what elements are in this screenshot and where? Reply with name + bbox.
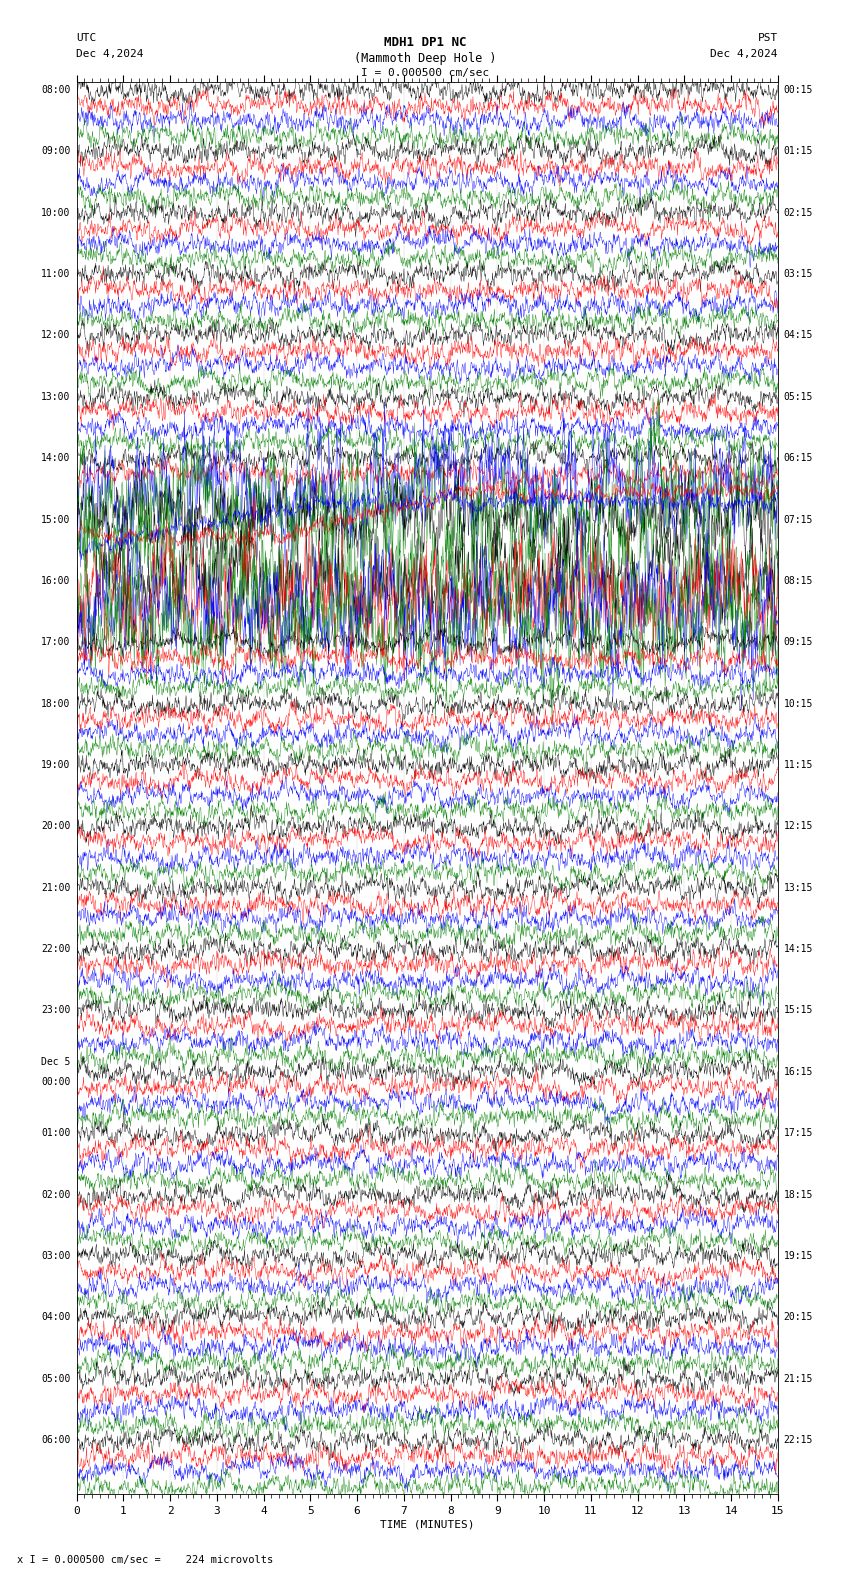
Text: 00:15: 00:15 bbox=[784, 86, 813, 95]
Text: 16:00: 16:00 bbox=[41, 577, 71, 586]
Text: 13:15: 13:15 bbox=[784, 882, 813, 893]
Text: 06:00: 06:00 bbox=[41, 1435, 71, 1445]
Text: 19:15: 19:15 bbox=[784, 1251, 813, 1261]
Text: 03:00: 03:00 bbox=[41, 1251, 71, 1261]
Text: 17:00: 17:00 bbox=[41, 637, 71, 648]
Text: 20:00: 20:00 bbox=[41, 822, 71, 832]
Text: 10:00: 10:00 bbox=[41, 208, 71, 217]
Text: MDH1 DP1 NC: MDH1 DP1 NC bbox=[383, 36, 467, 49]
Text: 05:15: 05:15 bbox=[784, 391, 813, 402]
Text: Dec 5: Dec 5 bbox=[41, 1057, 71, 1068]
Text: Dec 4,2024: Dec 4,2024 bbox=[76, 49, 144, 59]
Text: 02:00: 02:00 bbox=[41, 1190, 71, 1199]
Text: 11:00: 11:00 bbox=[41, 269, 71, 279]
Text: 05:00: 05:00 bbox=[41, 1373, 71, 1384]
Text: 21:15: 21:15 bbox=[784, 1373, 813, 1384]
Text: 09:00: 09:00 bbox=[41, 146, 71, 157]
Text: 12:15: 12:15 bbox=[784, 822, 813, 832]
Text: 02:15: 02:15 bbox=[784, 208, 813, 217]
Text: 21:00: 21:00 bbox=[41, 882, 71, 893]
Text: 14:00: 14:00 bbox=[41, 453, 71, 463]
Text: 08:15: 08:15 bbox=[784, 577, 813, 586]
Text: 18:00: 18:00 bbox=[41, 699, 71, 708]
X-axis label: TIME (MINUTES): TIME (MINUTES) bbox=[380, 1519, 474, 1530]
Text: x I = 0.000500 cm/sec =    224 microvolts: x I = 0.000500 cm/sec = 224 microvolts bbox=[17, 1555, 273, 1565]
Text: 22:15: 22:15 bbox=[784, 1435, 813, 1445]
Text: 22:00: 22:00 bbox=[41, 944, 71, 954]
Text: 13:00: 13:00 bbox=[41, 391, 71, 402]
Text: 19:00: 19:00 bbox=[41, 760, 71, 770]
Text: 04:15: 04:15 bbox=[784, 331, 813, 341]
Text: Dec 4,2024: Dec 4,2024 bbox=[711, 49, 778, 59]
Text: 06:15: 06:15 bbox=[784, 453, 813, 463]
Text: 17:15: 17:15 bbox=[784, 1128, 813, 1139]
Text: 04:00: 04:00 bbox=[41, 1312, 71, 1323]
Text: 01:00: 01:00 bbox=[41, 1128, 71, 1139]
Text: I = 0.000500 cm/sec: I = 0.000500 cm/sec bbox=[361, 68, 489, 78]
Text: 08:00: 08:00 bbox=[41, 86, 71, 95]
Text: (Mammoth Deep Hole ): (Mammoth Deep Hole ) bbox=[354, 52, 496, 65]
Text: 14:15: 14:15 bbox=[784, 944, 813, 954]
Text: 11:15: 11:15 bbox=[784, 760, 813, 770]
Text: PST: PST bbox=[757, 33, 778, 43]
Text: 18:15: 18:15 bbox=[784, 1190, 813, 1199]
Text: 09:15: 09:15 bbox=[784, 637, 813, 648]
Text: 01:15: 01:15 bbox=[784, 146, 813, 157]
Text: 07:15: 07:15 bbox=[784, 515, 813, 524]
Text: 16:15: 16:15 bbox=[784, 1068, 813, 1077]
Text: 12:00: 12:00 bbox=[41, 331, 71, 341]
Text: 03:15: 03:15 bbox=[784, 269, 813, 279]
Text: 15:00: 15:00 bbox=[41, 515, 71, 524]
Text: 23:00: 23:00 bbox=[41, 1006, 71, 1015]
Text: 20:15: 20:15 bbox=[784, 1312, 813, 1323]
Text: 15:15: 15:15 bbox=[784, 1006, 813, 1015]
Text: UTC: UTC bbox=[76, 33, 97, 43]
Text: 00:00: 00:00 bbox=[41, 1077, 71, 1087]
Text: 10:15: 10:15 bbox=[784, 699, 813, 708]
